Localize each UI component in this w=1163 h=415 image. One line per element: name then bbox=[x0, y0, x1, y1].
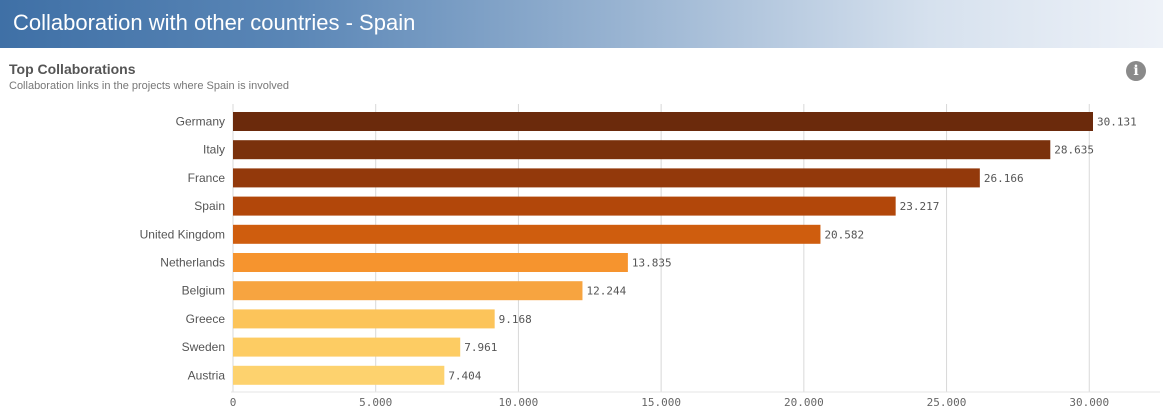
x-tick-label: 0 bbox=[230, 396, 237, 409]
page-title: Collaboration with other countries - Spa… bbox=[13, 10, 416, 35]
bar[interactable] bbox=[233, 365, 445, 385]
x-tick-label: 25.000 bbox=[927, 396, 967, 409]
x-tick-label: 30.000 bbox=[1069, 396, 1109, 409]
bar-chart: Germany Italy France Spain United Kingdom Net… bbox=[140, 104, 1160, 409]
value-label: 9.168 bbox=[499, 313, 532, 326]
category-label: Greece bbox=[186, 312, 226, 326]
category-label: United Kingdom bbox=[140, 227, 225, 241]
value-label: 20.582 bbox=[824, 228, 864, 241]
category-label: Sweden bbox=[182, 340, 225, 354]
chart-title: Top Collaborations bbox=[9, 61, 136, 77]
info-icon[interactable]: i bbox=[1126, 61, 1146, 81]
category-label: Austria bbox=[188, 368, 226, 382]
value-label: 7.961 bbox=[464, 341, 497, 354]
value-label: 26.166 bbox=[984, 172, 1024, 185]
value-label: 7.404 bbox=[448, 369, 481, 382]
chart-value-labels: 30.131 28.635 26.166 23.217 20.582 13.835 12.2… bbox=[448, 116, 1136, 383]
bar[interactable] bbox=[233, 309, 495, 329]
value-label: 28.635 bbox=[1054, 144, 1094, 157]
bar[interactable] bbox=[233, 196, 896, 216]
bar[interactable] bbox=[233, 281, 583, 301]
value-label: 12.244 bbox=[586, 285, 626, 298]
value-label: 13.835 bbox=[632, 257, 672, 270]
category-label: Italy bbox=[203, 143, 225, 157]
category-label: Germany bbox=[176, 115, 225, 129]
category-label: France bbox=[188, 171, 226, 185]
chart-bars bbox=[233, 112, 1093, 385]
x-tick-label: 10.000 bbox=[499, 396, 539, 409]
bar[interactable] bbox=[233, 140, 1051, 160]
category-label: Netherlands bbox=[160, 256, 225, 270]
x-tick-label: 20.000 bbox=[784, 396, 824, 409]
chart-x-axis: 0 5.000 10.000 15.000 20.000 25.000 30.000 bbox=[230, 396, 1109, 409]
chart-category-labels: Germany Italy France Spain United Kingdom Net… bbox=[140, 115, 226, 383]
bar[interactable] bbox=[233, 168, 980, 188]
category-label: Spain bbox=[194, 199, 225, 213]
page-header-banner: Collaboration with other countries - Spa… bbox=[0, 0, 1163, 48]
bar[interactable] bbox=[233, 224, 821, 244]
bar[interactable] bbox=[233, 337, 461, 357]
value-label: 23.217 bbox=[900, 200, 940, 213]
bar[interactable] bbox=[233, 253, 628, 272]
x-tick-label: 5.000 bbox=[359, 396, 392, 409]
chart-subtitle: Collaboration links in the projects wher… bbox=[9, 80, 290, 92]
x-tick-label: 15.000 bbox=[641, 396, 681, 409]
bar[interactable] bbox=[233, 112, 1093, 131]
category-label: Belgium bbox=[182, 284, 225, 298]
value-label: 30.131 bbox=[1097, 116, 1137, 129]
